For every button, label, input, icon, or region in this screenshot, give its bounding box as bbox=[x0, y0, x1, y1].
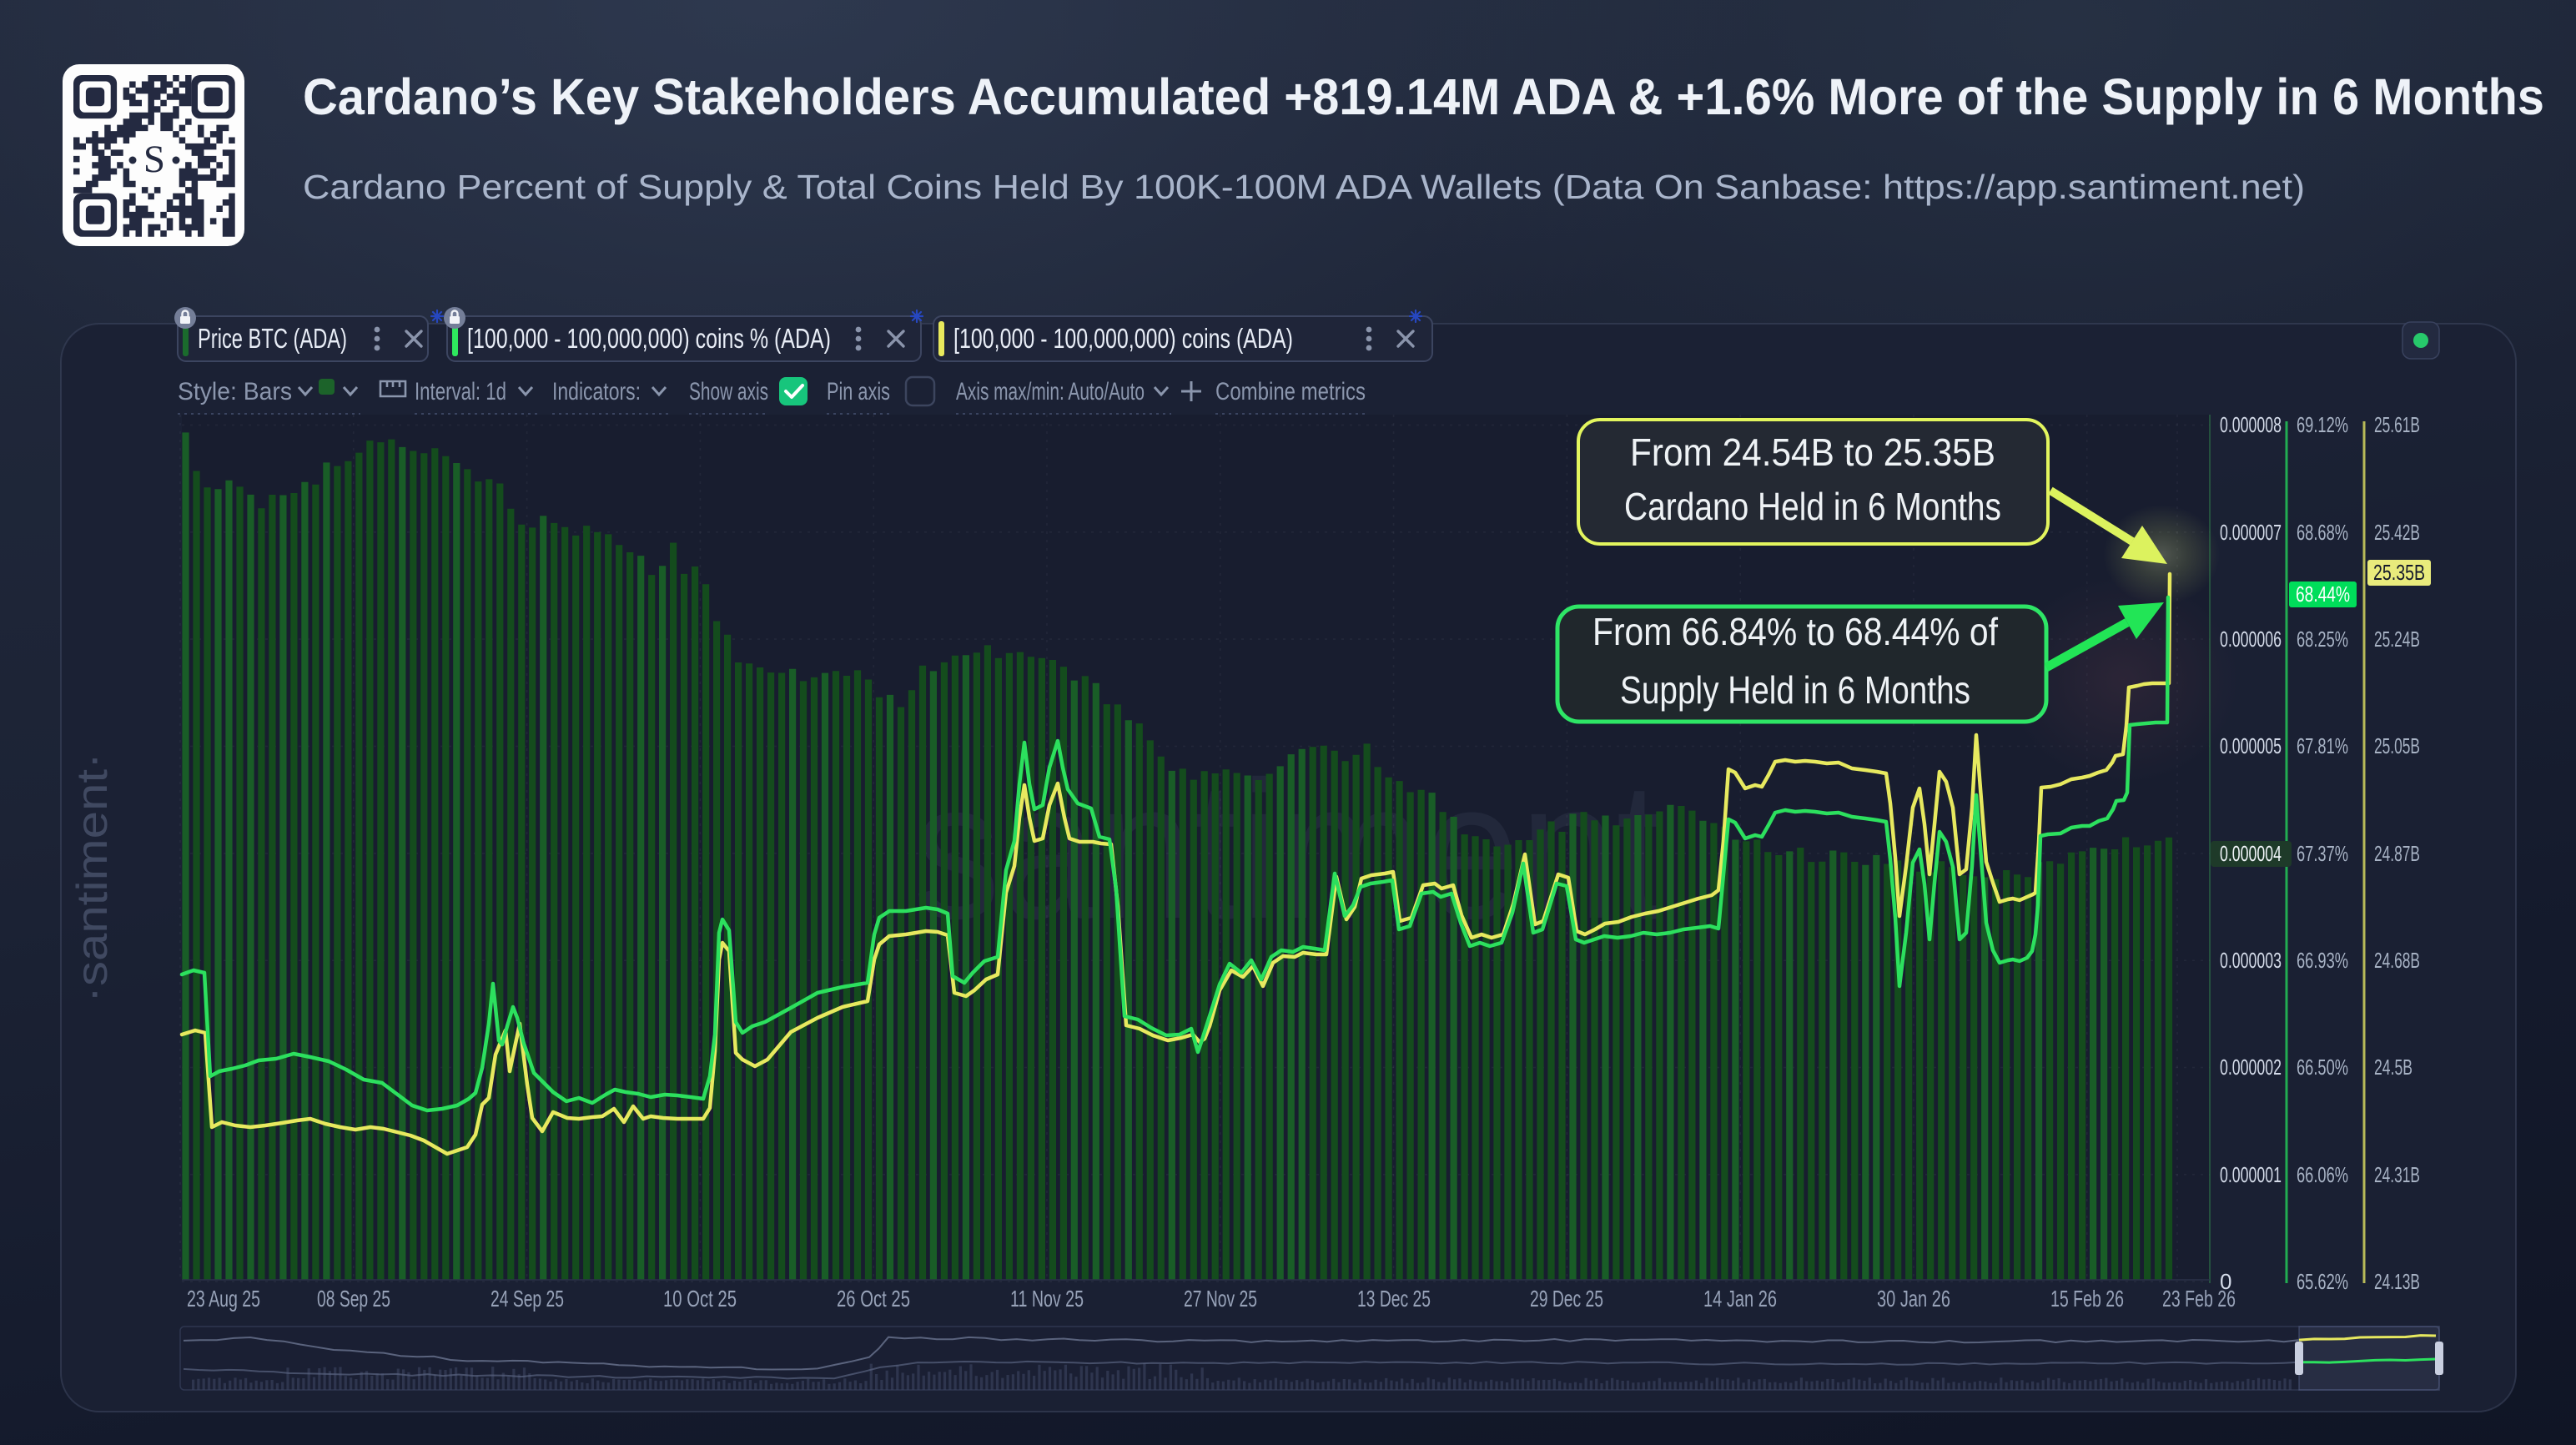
svg-text:0.000006: 0.000006 bbox=[2220, 627, 2282, 652]
svg-text:25.61B: 25.61B bbox=[2374, 412, 2420, 437]
svg-text:24.87B: 24.87B bbox=[2374, 841, 2420, 866]
svg-text:24.68B: 24.68B bbox=[2374, 948, 2420, 973]
svg-text:[100,000 - 100,000,000) coins: [100,000 - 100,000,000) coins (ADA) bbox=[953, 323, 1293, 354]
svg-text:26 Oct 25: 26 Oct 25 bbox=[837, 1286, 910, 1312]
svg-text:67.37%: 67.37% bbox=[2297, 841, 2348, 866]
svg-text:Cardano Held in 6 Months: Cardano Held in 6 Months bbox=[1624, 485, 2001, 528]
svg-text:0.000002: 0.000002 bbox=[2220, 1055, 2282, 1080]
svg-text:0.000005: 0.000005 bbox=[2220, 733, 2282, 758]
svg-text:15 Feb 26: 15 Feb 26 bbox=[2050, 1286, 2124, 1312]
svg-text:25.05B: 25.05B bbox=[2374, 733, 2420, 758]
svg-text:23 Feb 26: 23 Feb 26 bbox=[2162, 1286, 2236, 1312]
svg-text:From 66.84% to 68.44% of: From 66.84% to 68.44% of bbox=[1592, 610, 1998, 653]
svg-text:25.42B: 25.42B bbox=[2374, 520, 2420, 545]
svg-text:25.24B: 25.24B bbox=[2374, 627, 2420, 652]
svg-text:Cardano’s Key Stakeholders Acc: Cardano’s Key Stakeholders Accumulated +… bbox=[303, 68, 2544, 125]
svg-text:25.35B: 25.35B bbox=[2373, 560, 2425, 585]
svg-text:24 Sep 25: 24 Sep 25 bbox=[491, 1286, 564, 1312]
svg-text:11 Nov 25: 11 Nov 25 bbox=[1010, 1286, 1084, 1312]
svg-text:10 Oct 25: 10 Oct 25 bbox=[663, 1286, 737, 1312]
svg-text:·santiment·: ·santiment· bbox=[68, 753, 117, 1003]
svg-text:Pin axis: Pin axis bbox=[827, 378, 890, 405]
svg-text:Style: Bars: Style: Bars bbox=[178, 378, 292, 405]
svg-text:23 Aug 25: 23 Aug 25 bbox=[187, 1286, 260, 1312]
svg-text:0.000003: 0.000003 bbox=[2220, 948, 2282, 973]
svg-text:Price BTC (ADA): Price BTC (ADA) bbox=[198, 323, 347, 354]
svg-text:67.81%: 67.81% bbox=[2297, 733, 2348, 758]
svg-text:Combine metrics: Combine metrics bbox=[1215, 378, 1366, 405]
svg-text:0.000001: 0.000001 bbox=[2220, 1162, 2282, 1187]
svg-text:From 24.54B to 25.35B: From 24.54B to 25.35B bbox=[1630, 430, 1995, 474]
svg-text:0: 0 bbox=[2220, 1269, 2231, 1294]
svg-text:69.12%: 69.12% bbox=[2297, 412, 2348, 437]
svg-text:08 Sep 25: 08 Sep 25 bbox=[317, 1286, 390, 1312]
svg-text:Show axis: Show axis bbox=[689, 378, 768, 405]
svg-text:Supply Held in 6 Months: Supply Held in 6 Months bbox=[1620, 668, 1970, 712]
svg-text:0.000007: 0.000007 bbox=[2220, 520, 2282, 545]
svg-text:27 Nov 25: 27 Nov 25 bbox=[1184, 1286, 1257, 1312]
svg-text:66.93%: 66.93% bbox=[2297, 948, 2348, 973]
svg-text:Indicators:: Indicators: bbox=[552, 378, 641, 405]
svg-text:66.50%: 66.50% bbox=[2297, 1055, 2348, 1080]
svg-text:66.06%: 66.06% bbox=[2297, 1162, 2348, 1187]
svg-text:24.13B: 24.13B bbox=[2374, 1269, 2420, 1294]
svg-text:14 Jan 26: 14 Jan 26 bbox=[1703, 1286, 1777, 1312]
svg-text:Interval: 1d: Interval: 1d bbox=[415, 378, 506, 405]
svg-text:0.000008: 0.000008 bbox=[2220, 412, 2282, 437]
svg-text:68.44%: 68.44% bbox=[2296, 582, 2350, 607]
svg-text:29 Dec 25: 29 Dec 25 bbox=[1530, 1286, 1603, 1312]
svg-text:[100,000 - 100,000,000) coins: [100,000 - 100,000,000) coins % (ADA) bbox=[467, 323, 831, 354]
svg-text:24.5B: 24.5B bbox=[2374, 1055, 2412, 1080]
svg-text:68.68%: 68.68% bbox=[2297, 520, 2348, 545]
svg-text:Axis max/min: Auto/Auto: Axis max/min: Auto/Auto bbox=[956, 378, 1145, 405]
svg-text:0.000004: 0.000004 bbox=[2220, 841, 2282, 866]
svg-text:S: S bbox=[143, 138, 165, 181]
svg-text:Cardano Percent of Supply & To: Cardano Percent of Supply & Total Coins … bbox=[303, 168, 2305, 206]
svg-text:65.62%: 65.62% bbox=[2297, 1269, 2348, 1294]
svg-text:30 Jan 26: 30 Jan 26 bbox=[1877, 1286, 1950, 1312]
svg-text:24.31B: 24.31B bbox=[2374, 1162, 2420, 1187]
svg-text:68.25%: 68.25% bbox=[2297, 627, 2348, 652]
svg-text:13 Dec 25: 13 Dec 25 bbox=[1357, 1286, 1431, 1312]
